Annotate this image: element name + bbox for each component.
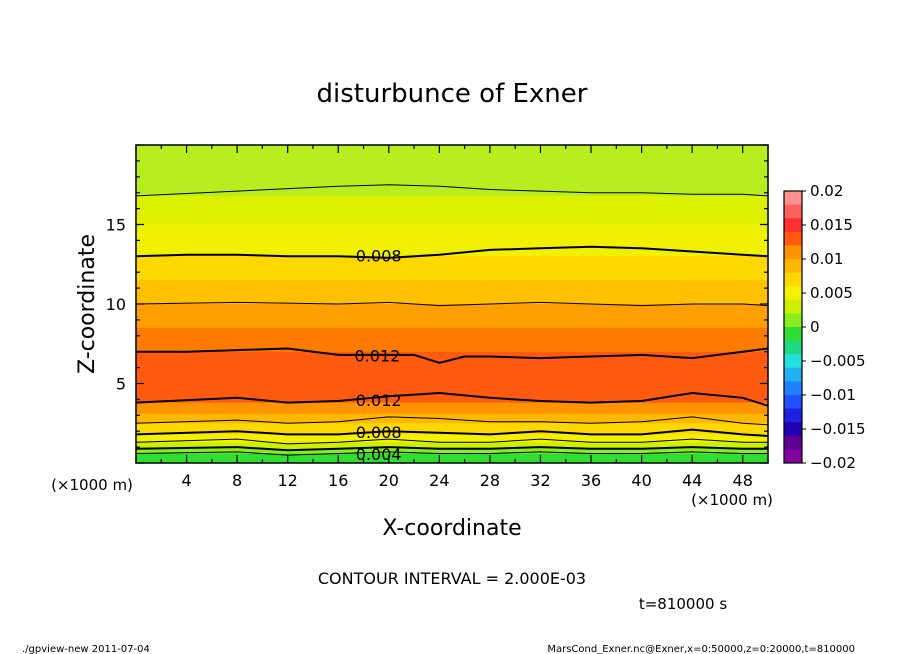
colorbar-swatch — [784, 231, 802, 246]
contour-line — [136, 347, 769, 364]
colorbar-swatch — [784, 381, 802, 396]
contour-label: 0.008 — [356, 246, 402, 265]
colorbar-ticks: 0.02 0.015 0.01 0.005 0 −0.005 −0.01 −0.015 −0.0… — [802, 182, 866, 472]
y-axis-label: Z-coordinate — [75, 234, 100, 374]
colorbar-tick-label: −0.005 — [810, 352, 866, 370]
contour-label: 0.008 — [356, 423, 402, 442]
colorbar-tick-label: −0.02 — [810, 454, 856, 472]
contour-line — [135, 391, 769, 407]
colorbar-swatch — [784, 435, 802, 450]
colorbar-tick-label: 0.02 — [810, 182, 843, 200]
x-tick-label: 12 — [278, 471, 298, 490]
x-tick-label: 20 — [379, 471, 399, 490]
colorbar-tick-label: 0 — [810, 318, 820, 336]
y-tick-label: 10 — [106, 295, 126, 314]
x-unit-right: (×1000 m) — [691, 491, 773, 509]
colorbar-swatch — [784, 259, 802, 274]
contour-band — [136, 453, 768, 463]
contour-line — [135, 416, 769, 426]
contour-line — [135, 245, 769, 259]
colorbar-swatch — [784, 313, 802, 328]
contour-interval-text: CONTOUR INTERVAL = 2.000E-03 — [318, 569, 586, 588]
colorbar-swatch — [784, 218, 802, 233]
colorbar-tick-label: 0.01 — [810, 250, 843, 268]
colorbar-swatch — [784, 191, 802, 206]
x-tick-label: 4 — [181, 471, 191, 490]
x-tick-label: 44 — [682, 471, 702, 490]
contour-label: 0.012 — [356, 391, 402, 410]
colorbar-swatch — [784, 354, 802, 369]
colorbar-swatch — [784, 367, 802, 382]
contour-label: 0.004 — [356, 445, 402, 464]
x-tick-label: 16 — [328, 471, 348, 490]
contour-line — [135, 184, 769, 197]
contour-label: 0.012 — [355, 346, 401, 365]
x-tick-label: 8 — [232, 471, 242, 490]
contour-line — [135, 428, 769, 437]
footer-left: ./gpview-new 2011-07-04 — [22, 644, 150, 654]
contour-fill — [136, 145, 768, 463]
x-tick-label: 32 — [530, 471, 550, 490]
colorbar-swatch — [784, 272, 802, 287]
contour-line — [135, 438, 768, 445]
x-tick-label: 24 — [429, 471, 449, 490]
contour-line — [135, 446, 768, 452]
colorbar-swatch — [784, 299, 802, 314]
x-tick-label: 36 — [581, 471, 601, 490]
x-axis: 4 8 12 16 20 24 28 32 36 40 44 48 — [135, 145, 769, 490]
colorbar-swatch — [784, 245, 802, 260]
x-tick-label: 48 — [733, 471, 753, 490]
footer-right: MarsCond_Exner.nc@Exner,x=0:50000,z=0:20… — [547, 644, 855, 654]
colorbar — [783, 190, 803, 464]
colorbar-tick-label: 0.015 — [810, 216, 853, 234]
colorbar-swatch — [784, 449, 802, 464]
colorbar-tick-label: −0.015 — [810, 420, 866, 438]
chart-title: disturbunce of Exner — [317, 79, 588, 109]
colorbar-swatch — [784, 422, 802, 437]
y-tick-label: 5 — [116, 375, 126, 394]
colorbar-swatch — [784, 395, 802, 410]
colorbar-swatch — [784, 340, 802, 355]
x-axis-label: X-coordinate — [382, 516, 521, 541]
time-text: t=810000 s — [639, 595, 727, 613]
colorbar-swatch — [784, 204, 802, 219]
contour-lines — [135, 184, 769, 456]
colorbar-swatch — [784, 286, 802, 301]
colorbar-tick-label: 0.005 — [810, 284, 853, 302]
contour-labels: 0.008 0.012 0.012 0.008 0.004 — [355, 246, 402, 464]
colorbar-swatch — [784, 327, 802, 342]
x-unit-left: (×1000 m) — [51, 476, 133, 494]
y-axis: 5 10 15 — [106, 144, 768, 464]
y-tick-label: 15 — [106, 216, 126, 235]
colorbar-swatch — [784, 408, 802, 423]
colorbar-tick-label: −0.01 — [810, 386, 856, 404]
x-tick-label: 28 — [480, 471, 500, 490]
x-tick-label: 40 — [631, 471, 651, 490]
contour-line — [135, 301, 769, 307]
